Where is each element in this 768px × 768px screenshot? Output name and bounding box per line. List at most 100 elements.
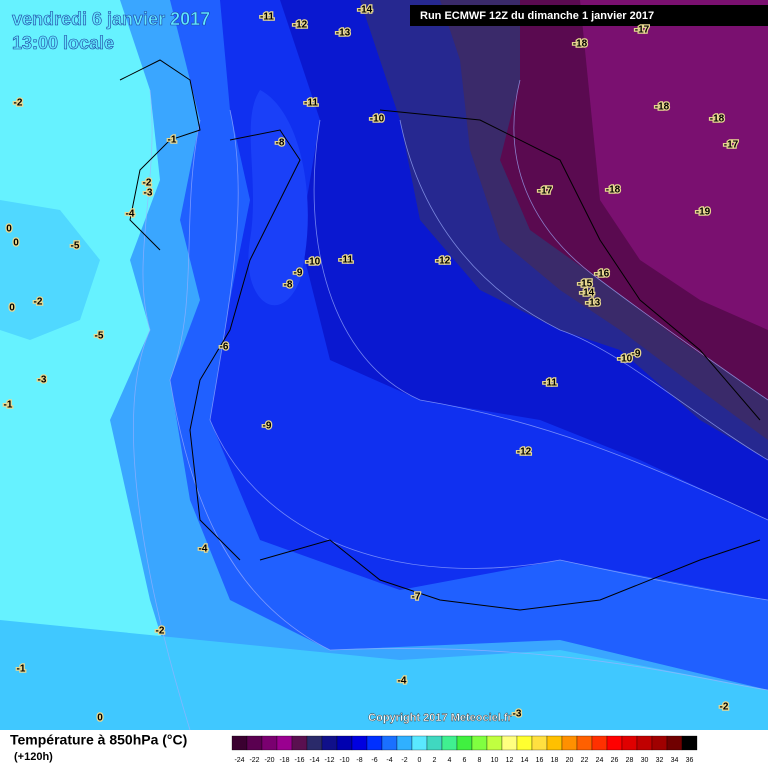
scale-label: -16 <box>294 757 304 764</box>
contour-label: -3 <box>38 375 47 386</box>
contour-label: -18 <box>606 185 621 196</box>
contour-label: 0 <box>97 713 103 724</box>
scale-swatch <box>306 735 323 751</box>
scale-swatch <box>291 735 308 751</box>
scale-label: 24 <box>596 757 604 764</box>
scale-swatch <box>276 735 293 751</box>
scale-swatch <box>336 735 353 751</box>
contour-label: -12 <box>436 256 451 267</box>
scale-label: -4 <box>386 757 392 764</box>
scale-label: 8 <box>478 757 482 764</box>
contour-label: -10 <box>618 354 633 365</box>
copyright: Copyright 2017 Meteociel.fr <box>368 712 512 724</box>
scale-swatch <box>621 735 638 751</box>
contour-label: -9 <box>632 349 641 360</box>
scale-swatch <box>456 735 473 751</box>
scale-swatch <box>411 735 428 751</box>
scale-label: -24 <box>234 757 244 764</box>
scale-swatch <box>471 735 488 751</box>
contour-label: -18 <box>573 39 588 50</box>
scale-label: -18 <box>279 757 289 764</box>
scale-label: 18 <box>551 757 559 764</box>
contour-label: -3 <box>513 709 522 720</box>
zone <box>0 200 100 340</box>
contour-label: -13 <box>336 28 351 39</box>
contour-label: -1 <box>17 664 26 675</box>
contour-label: 0 <box>9 303 15 314</box>
scale-swatch <box>351 735 368 751</box>
contour-label: -17 <box>724 140 739 151</box>
scale-swatch <box>561 735 578 751</box>
run-box <box>410 5 768 26</box>
scale-label: 0 <box>418 757 422 764</box>
scale-swatch <box>321 735 338 751</box>
scale-label: 20 <box>566 757 574 764</box>
contour-label: -15 <box>578 279 593 290</box>
scale-swatch <box>681 735 698 751</box>
scale-swatch <box>246 735 263 751</box>
contour-label: -10 <box>306 257 321 268</box>
scale-label: 16 <box>536 757 544 764</box>
map-date: vendredi 6 janvier 2017 <box>12 9 210 29</box>
contour-label: -9 <box>294 268 303 279</box>
contour-label: -12 <box>293 20 308 31</box>
contour-label: -8 <box>284 280 293 291</box>
legend-lead: (+120h) <box>14 751 53 763</box>
map-time: 13:00 locale <box>12 33 114 53</box>
contour-label: -11 <box>339 255 353 266</box>
contour-label: -2 <box>14 98 23 109</box>
contour-label: -19 <box>696 207 711 218</box>
contour-label: -10 <box>370 114 385 125</box>
contour-label: -3 <box>144 188 153 199</box>
isotherms <box>133 79 768 731</box>
scale-swatch <box>426 735 443 751</box>
scale-swatch <box>516 735 533 751</box>
contour-label: -5 <box>95 331 104 342</box>
legend-title: Température à 850hPa (°C) <box>10 732 187 748</box>
contour-label: -4 <box>126 209 135 220</box>
contour-label: -18 <box>710 114 725 125</box>
scale-label: 6 <box>463 757 467 764</box>
contour-label: -4 <box>398 676 407 687</box>
scale-swatch <box>606 735 623 751</box>
contour-label: 0 <box>13 238 19 249</box>
contour-label: -17 <box>635 25 650 36</box>
scale-label: 12 <box>506 757 514 764</box>
scale-swatch <box>531 735 548 751</box>
contour-label: -2 <box>156 626 165 637</box>
contour-label: -1 <box>4 400 13 411</box>
scale-label: -8 <box>356 757 362 764</box>
contour-label: -2 <box>720 702 729 713</box>
scale-swatch <box>576 735 593 751</box>
contour-label: -18 <box>655 102 670 113</box>
scale-label: -6 <box>371 757 377 764</box>
scale-label: -12 <box>324 757 334 764</box>
scale-swatch <box>546 735 563 751</box>
scale-label: 30 <box>641 757 649 764</box>
contour-label: -5 <box>71 241 80 252</box>
contour-label: -17 <box>538 186 553 197</box>
scale-swatch <box>261 735 278 751</box>
scale-label: -2 <box>401 757 407 764</box>
run-info: Run ECMWF 12Z du dimanche 1 janvier 2017 <box>420 10 654 22</box>
contour-label: -2 <box>34 297 43 308</box>
scale-swatch <box>231 735 248 751</box>
scale-swatch <box>396 735 413 751</box>
scale-swatch <box>501 735 518 751</box>
contour-label: -8 <box>276 138 285 149</box>
scale-label: 36 <box>686 757 694 764</box>
contour-label: -2 <box>143 178 152 189</box>
scale-swatch <box>381 735 398 751</box>
scale-label: 34 <box>671 757 679 764</box>
contour-label: -1 <box>168 135 177 146</box>
contour-label: -14 <box>580 288 595 299</box>
scale-swatch <box>651 735 668 751</box>
zone <box>0 620 768 730</box>
contour-label: -11 <box>304 98 318 109</box>
borders <box>119 59 761 611</box>
scale-label: 4 <box>448 757 452 764</box>
scale-label: 2 <box>433 757 437 764</box>
scale-swatch <box>666 735 683 751</box>
scale-swatch <box>366 735 383 751</box>
